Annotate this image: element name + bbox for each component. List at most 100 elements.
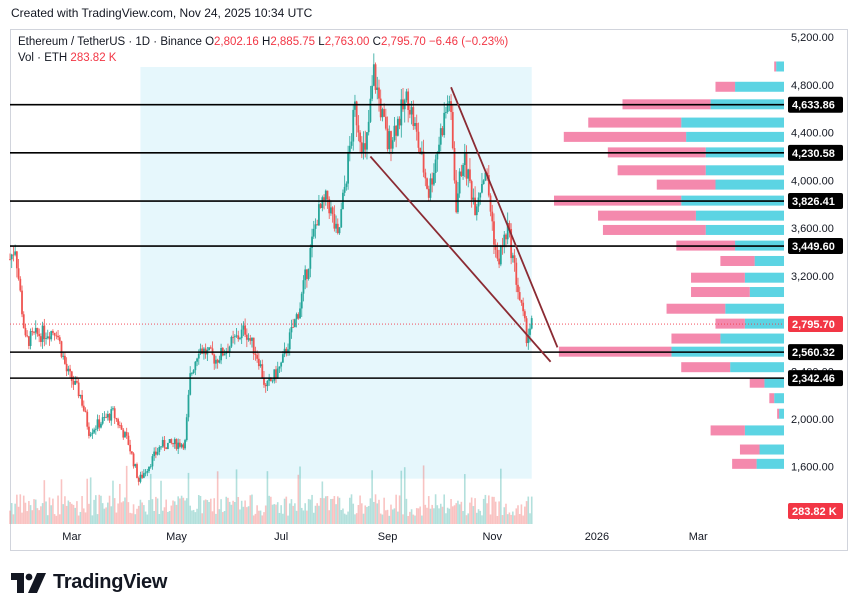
volume-bar	[364, 505, 367, 524]
candle-body	[398, 118, 401, 126]
candle-body	[88, 426, 90, 436]
volume-bar	[240, 500, 243, 524]
volume-bar	[508, 512, 511, 524]
candle-body	[242, 325, 245, 330]
candle-body	[263, 377, 265, 385]
volume-bar	[144, 511, 147, 524]
tradingview-logo[interactable]: TradingView	[11, 571, 167, 594]
volume-profile-sell	[588, 117, 682, 128]
candle-body	[77, 382, 80, 397]
volume-bar	[350, 494, 353, 524]
volume-bar	[127, 502, 130, 524]
candle-body	[505, 234, 507, 240]
volume-bar	[139, 499, 142, 524]
volume-profile-sell	[681, 362, 731, 373]
candle-body	[333, 214, 336, 229]
volume-bar	[522, 515, 524, 524]
candle-body	[237, 335, 240, 340]
candle-body	[381, 109, 384, 118]
volume-bar	[55, 515, 58, 524]
candle-body	[249, 338, 252, 341]
volume-bar	[326, 495, 329, 524]
volume-bar	[290, 499, 293, 524]
candle-body	[191, 373, 193, 374]
volume-bar	[335, 504, 337, 524]
candle-body	[278, 366, 281, 369]
volume-bar	[189, 505, 191, 524]
volume-bar	[134, 514, 137, 524]
volume-profile-sell	[769, 393, 775, 404]
candle-body	[100, 423, 102, 428]
volume-profile-buy	[705, 224, 784, 235]
candle-body	[276, 368, 279, 379]
candle-body	[261, 364, 264, 378]
volume-bar	[222, 512, 224, 524]
candle-body	[417, 131, 420, 148]
volume-bar	[513, 515, 516, 524]
volume-bar	[242, 506, 245, 524]
legend-high-label: H	[262, 36, 271, 48]
candle-body	[309, 247, 312, 269]
candle-body	[366, 132, 368, 150]
candle-body	[293, 319, 296, 328]
candle-body	[36, 327, 39, 335]
candle-body	[453, 148, 456, 181]
candle-body	[530, 318, 533, 329]
volume-bar	[505, 503, 507, 524]
volume-bar	[469, 502, 471, 524]
candle-body	[86, 411, 89, 427]
candle-body	[517, 284, 519, 293]
volume-bar	[172, 500, 174, 524]
wedge-upper-line[interactable]	[450, 86, 559, 348]
volume-bar	[232, 500, 234, 524]
volume-bar	[252, 515, 255, 524]
candle-body	[180, 444, 183, 447]
volume-bar	[225, 496, 228, 524]
volume-bar	[318, 505, 320, 524]
candle-body	[15, 251, 18, 269]
volume-bar	[302, 510, 305, 524]
candle-body	[22, 314, 25, 328]
volume-bar	[491, 496, 494, 524]
volume-bar	[175, 504, 178, 524]
candle-body	[424, 172, 427, 179]
candle-body	[165, 447, 168, 450]
volume-bar	[343, 513, 346, 524]
volume-bar	[345, 514, 348, 524]
volume-bar	[458, 504, 461, 524]
volume-bar	[74, 507, 77, 524]
volume-bar	[498, 501, 500, 524]
candle-body	[168, 439, 171, 443]
x-axis-tick-label: Nov	[482, 531, 502, 543]
candle-body	[120, 425, 123, 430]
candle-body	[515, 262, 518, 285]
volume-bar	[300, 507, 303, 524]
legend-open: 2,802.16	[214, 36, 259, 48]
candle-body	[179, 442, 181, 447]
volume-bar	[429, 508, 432, 524]
volume-bar	[527, 496, 530, 524]
volume-bar	[316, 503, 318, 524]
volume-profile-sell	[715, 318, 745, 329]
volume-bar	[283, 498, 286, 524]
volume-profile-sell	[671, 333, 721, 344]
candle-body	[264, 384, 267, 387]
volume-bar	[336, 496, 339, 524]
wedge-lower-line[interactable]	[369, 155, 552, 363]
candle-body	[218, 360, 221, 363]
candle-body	[360, 142, 363, 154]
volume-bar	[395, 494, 397, 524]
volume-bar	[180, 495, 183, 524]
candle-body	[24, 327, 27, 336]
level-price-badge: 4,633.86	[788, 96, 843, 113]
candle-body	[48, 336, 51, 340]
candle-body	[244, 325, 247, 335]
volume-bar	[309, 499, 312, 524]
volume-bar	[21, 512, 23, 524]
candle-body	[529, 328, 531, 335]
volume-bar	[271, 504, 274, 524]
volume-profile-buy	[705, 165, 784, 176]
volume-bar	[244, 500, 246, 524]
candle-body	[144, 472, 147, 474]
